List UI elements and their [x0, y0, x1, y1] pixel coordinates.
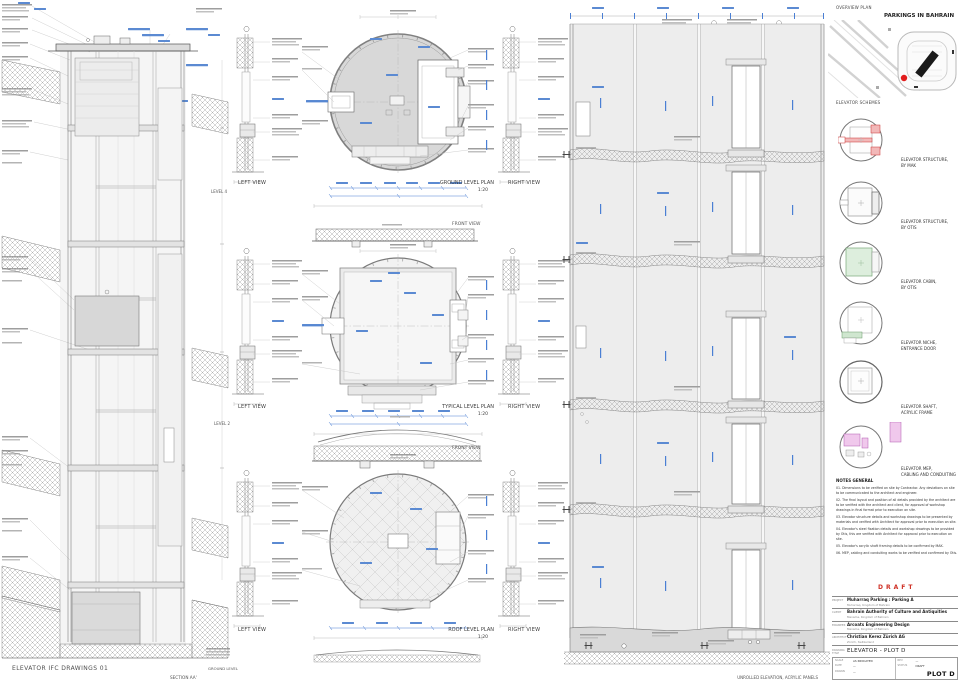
caption-left-view-3: LEFT VIEW	[238, 627, 267, 633]
note-item: 03. Elevator structure details and works…	[836, 514, 957, 524]
title-block: PROJECT Muharraq Parking : Parking A Muh…	[832, 596, 958, 680]
scheme-shaft-acrylic	[839, 360, 883, 404]
section-drawing	[1, 2, 230, 659]
left-view-detail-3	[230, 464, 330, 668]
elevator-doors	[725, 58, 767, 633]
scheme-caption-1: ELEVATOR STRUCTURE, BY MAK	[901, 157, 949, 168]
caption-left-view-2: LEFT VIEW	[238, 404, 267, 410]
scheme-caption-3: ELEVATOR CABIN, BY OTIS	[901, 279, 937, 290]
notes-general: 01. Dimensions to be verified on site by…	[836, 486, 958, 559]
note-item: 05. Elevator's acrylic shaft framing det…	[836, 543, 944, 548]
sheet-name: ELEVATOR IFC DRAWINGS 01	[12, 665, 109, 672]
label-level-2: LEVEL 2	[214, 421, 231, 426]
titleblock-row-client: CLIENT Bahrain Authority of Culture and …	[832, 608, 958, 620]
scheme-caption-6: ELEVATOR MEP, CABLING AND CONDUITING	[901, 466, 956, 477]
titleblock-fields: SCALE AS INDICATED DATE — DRAWN — REV — STAT…	[832, 657, 958, 680]
elevator-schemes-heading: ELEVATOR SCHEMES	[836, 100, 881, 105]
label-level-4: LEVEL 4	[211, 189, 228, 194]
left-view-detail-2	[230, 242, 330, 446]
caption-right-view-2: RIGHT VIEW	[508, 404, 541, 410]
titleblock-row-architect: ARCHITECT Christian Kerez Zürich AG Züri…	[832, 632, 958, 645]
caption-ground-level-plan: GROUND LEVEL PLAN 1:20	[439, 180, 494, 193]
right-view-detail-2	[496, 242, 596, 446]
front-view-1	[312, 224, 478, 248]
site-location-marker	[900, 74, 908, 82]
scheme-mep	[839, 422, 902, 469]
caption-left-view-1: LEFT VIEW	[238, 180, 267, 186]
caption-front-view-2: FRONT VIEW	[452, 446, 481, 451]
note-item: 02. The final layout and position of all…	[836, 498, 956, 512]
scheme-caption-2: ELEVATOR STRUCTURE, BY OTIS	[901, 219, 949, 230]
notes-heading: NOTES GENERAL	[836, 478, 874, 483]
caption-roof-level-plan: ROOF LEVEL PLAN 1:20	[448, 627, 494, 640]
drawing-title: ELEVATOR - PLOT D	[847, 648, 906, 655]
scheme-caption-5: ELEVATOR SHAFT, ACRYLIC FRAME	[901, 404, 938, 415]
roof-level-plan	[301, 454, 494, 640]
titleblock-row-engineer: ENGINEER Arcoats Engineering Design Mana…	[832, 620, 958, 633]
right-view-detail-3	[496, 464, 596, 668]
overview-plan-label: OVERVIEW PLAN	[836, 5, 872, 10]
caption-front-view-1: FRONT VIEW	[452, 222, 481, 227]
overview-map-title: PARKINGS IN BAHRAIN	[884, 13, 955, 19]
draft-stamp: DRAFT	[878, 584, 916, 591]
scheme-structure-mak	[838, 118, 883, 162]
titleblock-row-project: PROJECT Muharraq Parking : Parking A Muh…	[832, 596, 958, 608]
roof-front-arc	[313, 649, 481, 663]
note-item: 06. MEP, cabling and conduiting works to…	[836, 551, 958, 556]
plot-label: PLOT D	[926, 669, 955, 678]
typical-level-plan	[301, 244, 494, 436]
unrolled-elevation	[562, 7, 830, 665]
site-map	[828, 20, 957, 98]
caption-section: SECTION AA'	[170, 675, 197, 680]
front-view-2	[312, 416, 482, 469]
note-item: 01. Dimensions to be verified on site by…	[836, 486, 955, 495]
scheme-niche-door	[839, 301, 883, 345]
caption-right-view-1: RIGHT VIEW	[508, 180, 541, 186]
titleblock-title-row: DRAWING TITLE ELEVATOR - PLOT D	[832, 645, 958, 657]
ground-level-plan	[301, 10, 494, 208]
caption-unrolled-elevation: UNROLLED ELEVATION, ACRYLIC PANELS	[737, 675, 818, 680]
label-ground-level: GROUND LEVEL	[208, 666, 238, 671]
right-view-detail-1	[496, 20, 596, 224]
scheme-cabin-otis	[839, 241, 883, 285]
caption-typical-level-plan: TYPICAL LEVEL PLAN 1:20	[442, 404, 494, 417]
note-item: 04. Elevator's steel fixation details an…	[836, 527, 955, 541]
caption-right-view-3: RIGHT VIEW	[508, 627, 541, 633]
left-view-detail-1	[230, 20, 330, 224]
scheme-structure-otis	[839, 181, 883, 225]
scheme-caption-4: ELEVATOR NICHE, ENTRANCE DOOR	[901, 340, 937, 351]
